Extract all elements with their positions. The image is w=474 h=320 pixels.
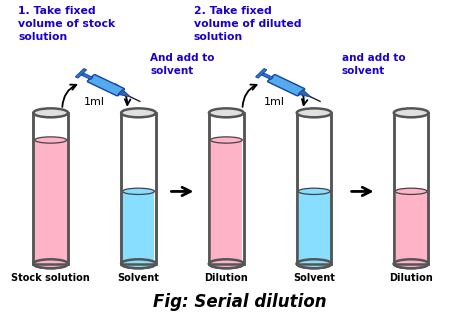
Bar	[33, 113, 68, 264]
Bar	[297, 113, 331, 264]
Ellipse shape	[121, 108, 156, 117]
Text: 1ml: 1ml	[84, 97, 105, 107]
Ellipse shape	[33, 108, 68, 117]
FancyBboxPatch shape	[268, 75, 305, 96]
Bar	[123, 191, 155, 264]
Text: Stock solution: Stock solution	[11, 273, 90, 283]
Text: 2. Take fixed
volume of diluted
solution: 2. Take fixed volume of diluted solution	[194, 6, 301, 42]
Ellipse shape	[395, 188, 427, 195]
Ellipse shape	[33, 259, 68, 268]
Ellipse shape	[298, 260, 330, 267]
Ellipse shape	[123, 188, 155, 195]
Bar	[121, 113, 156, 264]
Ellipse shape	[35, 137, 67, 143]
Bar	[395, 191, 427, 264]
Bar	[262, 73, 273, 79]
Bar	[255, 68, 267, 78]
Ellipse shape	[121, 259, 156, 268]
Text: And add to
solvent: And add to solvent	[150, 53, 215, 76]
Bar	[298, 191, 330, 264]
Bar	[81, 73, 93, 79]
Text: 1ml: 1ml	[264, 97, 285, 107]
Bar	[394, 113, 428, 264]
Bar	[210, 140, 242, 264]
Ellipse shape	[297, 259, 331, 268]
Bar	[209, 113, 244, 264]
Bar	[121, 113, 156, 264]
Text: 1. Take fixed
volume of stock
solution: 1. Take fixed volume of stock solution	[18, 6, 116, 42]
Bar	[297, 113, 331, 264]
Ellipse shape	[209, 259, 244, 268]
Ellipse shape	[297, 108, 331, 117]
Ellipse shape	[395, 260, 427, 267]
Ellipse shape	[35, 260, 67, 267]
Text: and add to
solvent: and add to solvent	[342, 53, 405, 76]
Text: Dilution: Dilution	[204, 273, 248, 283]
Bar	[75, 68, 87, 78]
Ellipse shape	[298, 188, 330, 195]
Polygon shape	[118, 90, 131, 97]
Ellipse shape	[394, 108, 428, 117]
Text: Solvent: Solvent	[293, 273, 335, 283]
Ellipse shape	[394, 259, 428, 268]
Ellipse shape	[209, 108, 244, 117]
Ellipse shape	[210, 137, 242, 143]
Text: Dilution: Dilution	[389, 273, 433, 283]
Bar	[394, 113, 428, 264]
Bar	[33, 113, 68, 264]
Bar	[209, 113, 244, 264]
Text: Fig: Serial dilution: Fig: Serial dilution	[154, 293, 327, 311]
Ellipse shape	[123, 260, 155, 267]
FancyBboxPatch shape	[87, 75, 125, 96]
Text: Solvent: Solvent	[118, 273, 159, 283]
Bar	[35, 140, 67, 264]
Ellipse shape	[210, 260, 242, 267]
Polygon shape	[298, 90, 311, 97]
